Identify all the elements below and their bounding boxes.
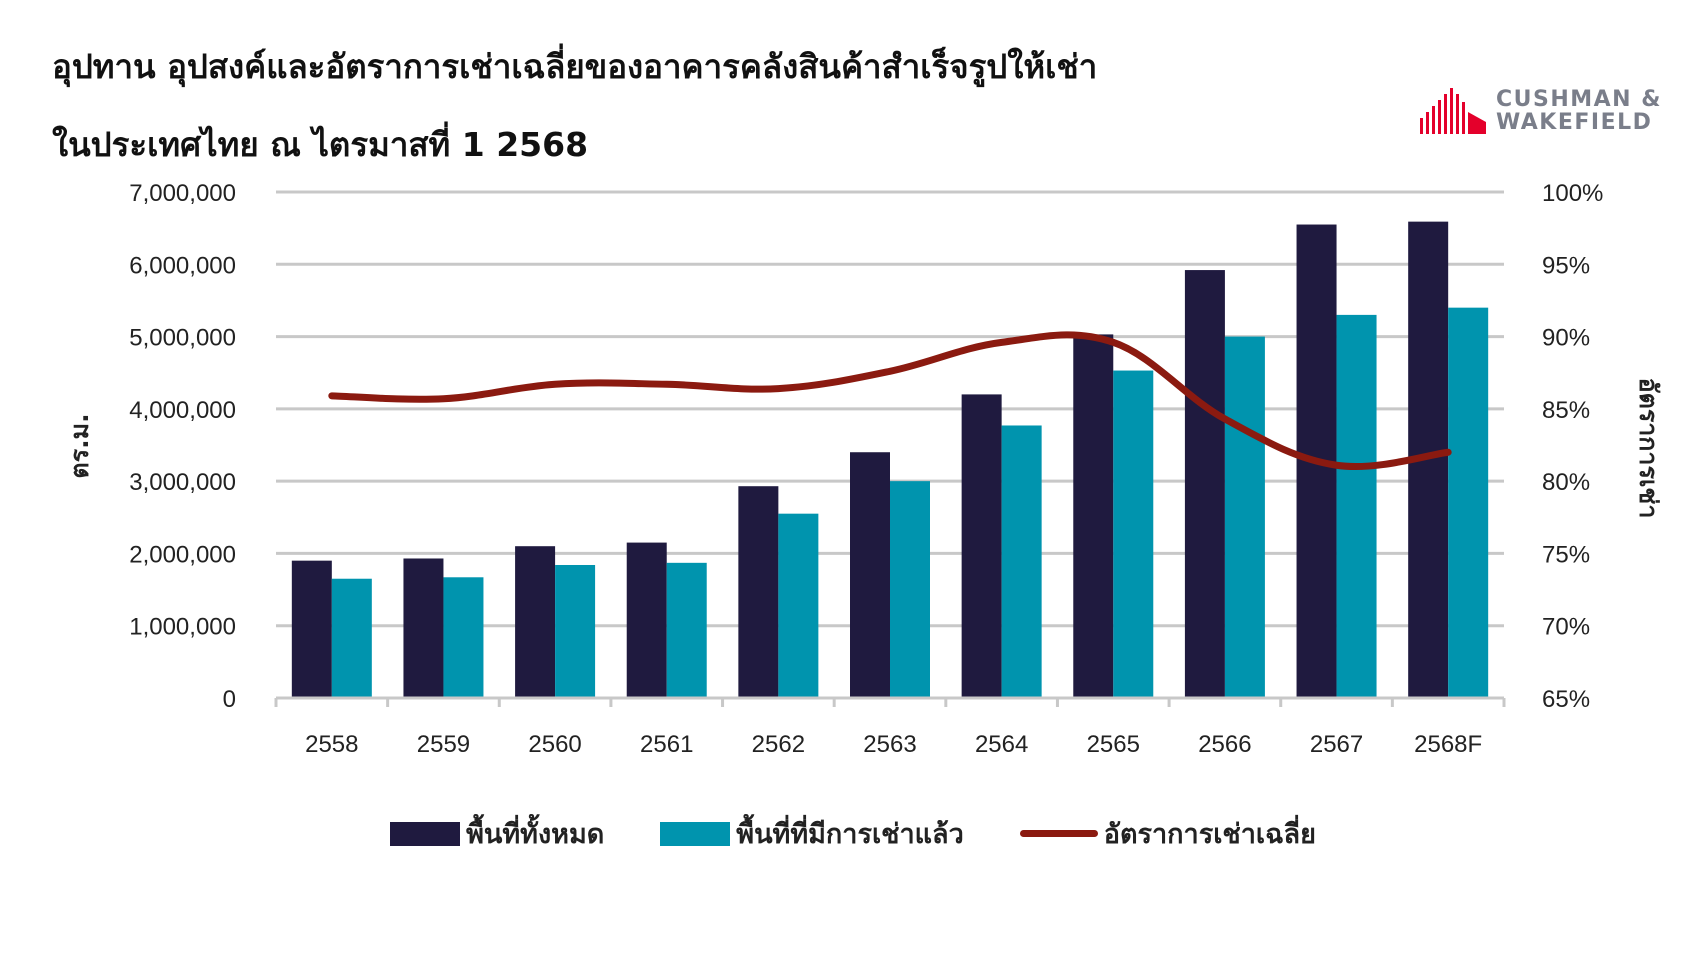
y2-tick-label: 90% [1542, 325, 1590, 352]
y2-tick-label: 95% [1542, 252, 1590, 279]
legend-label-total-area: พื้นที่ทั้งหมด [466, 819, 605, 850]
bars [291, 221, 1489, 698]
y-tick-label: 5,000,000 [129, 325, 236, 352]
bar-leased-area [1224, 336, 1265, 698]
bar-total-area [515, 546, 556, 698]
legend-swatch-leased-area [660, 821, 731, 846]
bar-leased-area [666, 562, 707, 698]
x-tick-label: 2568F [1414, 731, 1482, 758]
logo-line-2: WAKEFIELD [1496, 110, 1653, 135]
bar-total-area [403, 558, 444, 698]
y-tick-label: 6,000,000 [129, 252, 236, 279]
y-tick-label: 0 [223, 686, 236, 713]
bar-leased-area [1448, 307, 1489, 698]
y2-tick-label: 80% [1542, 469, 1590, 496]
legend-swatch-total-area [390, 821, 461, 846]
legend-label-occupancy-rate: อัตราการเช่าเฉลี่ย [1103, 819, 1316, 850]
bar-total-area [291, 560, 332, 698]
y-tick-label: 3,000,000 [129, 469, 236, 496]
x-tick-label: 2561 [640, 731, 693, 758]
bar-total-area [1184, 270, 1225, 698]
x-tick-label: 2563 [863, 731, 916, 758]
x-tick-label: 2565 [1087, 731, 1140, 758]
tick-labels: 0 1,000,000 2,000,000 3,000,000 4,000,000 5,0… [129, 180, 1603, 758]
bar-total-area [738, 486, 779, 698]
y2-tick-label: 70% [1542, 614, 1590, 641]
legend-line-occupancy-rate [1019, 830, 1098, 837]
x-tick-label: 2560 [528, 731, 581, 758]
occupancy-line [328, 331, 1452, 470]
x-tick-label: 2558 [305, 731, 358, 758]
x-tick-label: 2564 [975, 731, 1028, 758]
bar-total-area [626, 542, 667, 698]
x-tick-label: 2562 [752, 731, 805, 758]
y-tick-label: 2,000,000 [129, 541, 236, 568]
x-tick-label: 2566 [1198, 731, 1251, 758]
bar-leased-area [331, 578, 372, 698]
y2-tick-label: 75% [1542, 541, 1590, 568]
legend-item-occupancy-rate: อัตราการเช่าเฉลี่ย [1019, 812, 1316, 855]
y-tick-label: 7,000,000 [129, 180, 236, 207]
bar-leased-area [443, 577, 484, 698]
cushman-wakefield-bars-icon [1420, 88, 1486, 134]
chart-title-line-1: อุปทาน อุปสงค์และอัตราการเช่าเฉลี่ยของอา… [52, 47, 1098, 86]
bar-total-area [1073, 334, 1114, 698]
y-axis-title: ตร.ม. [65, 413, 94, 478]
y-tick-label: 4,000,000 [129, 397, 236, 424]
y2-tick-label: 85% [1542, 397, 1590, 424]
bar-leased-area [778, 513, 819, 698]
x-tick-label: 2567 [1310, 731, 1363, 758]
chart-title-line-2: ในประเทศไทย ณ ไตรมาสที่ 1 2568 [52, 125, 589, 164]
bar-leased-area [1001, 425, 1042, 698]
y-tick-label: 1,000,000 [129, 614, 236, 641]
bar-total-area [850, 452, 890, 698]
line-occupancy-rate [328, 331, 1452, 470]
logo-wordmark: CUSHMAN & WAKEFIELD [1496, 88, 1662, 134]
legend-item-total-area: พื้นที่ทั้งหมด [390, 812, 604, 855]
x-tick-label: 2559 [417, 731, 470, 758]
bar-leased-area [1336, 314, 1377, 698]
y2-tick-label: 65% [1542, 686, 1590, 713]
y2-tick-label: 100% [1542, 180, 1603, 207]
bar-leased-area [555, 564, 596, 698]
cushman-wakefield-logo: CUSHMAN & WAKEFIELD [1418, 84, 1668, 140]
legend-label-leased-area: พื้นที่ที่มีการเช่าแล้ว [736, 819, 964, 850]
legend-item-leased-area: พื้นที่ที่มีการเช่าแล้ว [660, 812, 964, 855]
logo-line-1: CUSHMAN & [1496, 87, 1662, 112]
bar-total-area [961, 394, 1002, 698]
bar-leased-area [890, 481, 930, 698]
y2-axis-title: อัตราการเช่า [1634, 378, 1663, 519]
x-axis [274, 696, 1506, 707]
bar-leased-area [1113, 370, 1154, 698]
chart-legend: พื้นที่ทั้งหมด พื้นที่ที่มีการเช่าแล้ว อ… [0, 812, 1706, 855]
